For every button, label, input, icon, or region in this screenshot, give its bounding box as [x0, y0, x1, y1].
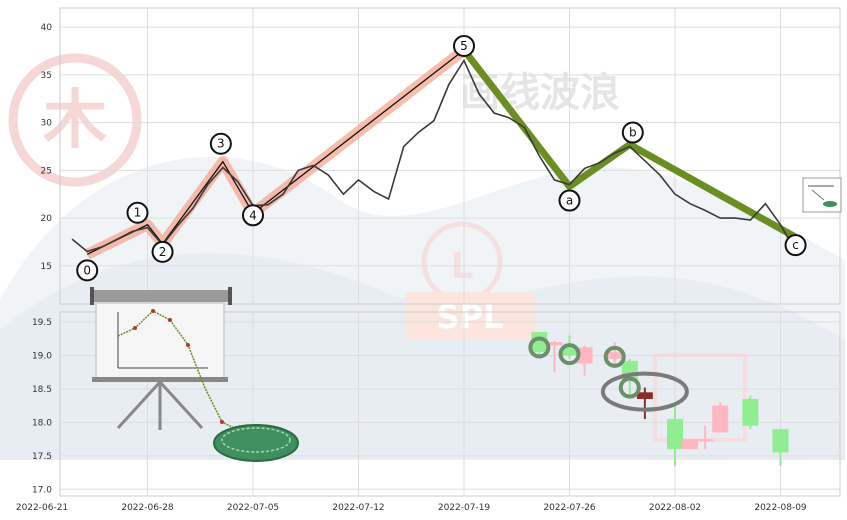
wave-label-a: a: [566, 194, 573, 208]
wave-label-2: 2: [159, 245, 167, 259]
money-coin-icon: [213, 424, 299, 462]
x-tick-label: 2022-08-02: [649, 503, 701, 513]
wave-label-circle: [242, 204, 264, 227]
candle-body-7: [667, 419, 683, 450]
wave-label-0: 0: [83, 263, 91, 277]
top-panel-grid: [60, 8, 840, 304]
top-y-tick-label: 40: [41, 23, 53, 33]
candle-body-3: [576, 347, 593, 364]
wave-label-circle: [209, 132, 232, 155]
candle-markers: [528, 336, 689, 412]
x-tick-label: 2022-07-26: [543, 503, 596, 513]
x-tick-label: 2022-07-05: [227, 503, 279, 513]
candle-body-1: [546, 342, 563, 346]
candle-body-10: [712, 405, 729, 433]
marker-ring-0: [528, 336, 551, 359]
x-tick-label: 2022-06-21: [16, 503, 68, 513]
candle-body-2: [561, 347, 578, 356]
wave-label-circle: [151, 240, 174, 263]
wave-label-circle: [558, 189, 581, 212]
top-y-tick-label: 30: [41, 119, 53, 129]
candle-body-6: [636, 392, 653, 399]
x-tick-label: 2022-07-12: [332, 503, 384, 513]
correction-wave-line: [461, 47, 798, 241]
candle-body-12: [772, 429, 789, 453]
price-series-line: [71, 58, 797, 253]
bottom-y-ticks: 17.0 17.5 18.0 18.5 19.0 19.5: [32, 318, 52, 495]
top-y-tick-label: 25: [41, 166, 52, 176]
x-tick-label: 2022-08-09: [754, 503, 807, 513]
bottom-panel-frame: [59, 311, 841, 497]
price-line: [71, 58, 797, 253]
svg-text:木: 木: [43, 84, 107, 158]
wave-label-3: 3: [217, 137, 225, 151]
top-y-tick-label: 15: [41, 262, 52, 272]
wave-label-circle: [784, 234, 807, 257]
bottom-y-tick-label: 19.5: [32, 318, 52, 328]
marker-ellipse-4: [600, 371, 689, 412]
mini-chart-thumbnail-icon: [802, 177, 842, 213]
wave-label-circle: [621, 121, 644, 144]
x-tick-label: 2022-07-19: [438, 503, 491, 513]
top-panel-frame: [59, 7, 841, 305]
bottom-y-tick-label: 19.0: [32, 351, 52, 361]
marker-ring-2: [603, 345, 626, 368]
top-y-tick-label: 20: [41, 214, 53, 224]
candle-body-0: [531, 332, 548, 353]
x-ticks: 2022-06-21 2022-06-28 2022-07-05 2022-07-12…: [16, 503, 807, 513]
top-y-ticks: 15 20 25 30 35 40: [41, 23, 53, 272]
wave-label-c: c: [792, 238, 799, 252]
wave-label-5: 5: [460, 39, 468, 53]
candle-body-4: [606, 352, 623, 359]
marker-ring-1: [558, 343, 581, 366]
watermark-badge-top: L: [451, 246, 474, 287]
wave-label-circle: [76, 259, 99, 282]
bottom-y-tick-label: 18.0: [32, 418, 52, 428]
wave-label-circle: [126, 201, 149, 224]
wave-label-1: 1: [134, 206, 142, 220]
marker-ring-3: [618, 376, 641, 399]
bottom-y-tick-label: 18.5: [32, 385, 52, 395]
wave-labels: 0 1 2 3 4 5 a b c: [76, 35, 807, 282]
candle-body-8: [682, 439, 699, 450]
wave-label-circle: [453, 35, 475, 58]
x-tick-label: 2022-06-28: [121, 503, 174, 513]
wave-label-4: 4: [249, 208, 257, 222]
bottom-y-tick-label: 17.0: [32, 485, 52, 495]
candle-body-11: [742, 398, 759, 426]
top-y-tick-label: 35: [41, 71, 52, 81]
bottom-y-tick-label: 17.5: [32, 452, 52, 462]
watermark: 木 画线波浪 L SPL: [0, 53, 845, 460]
wave-label-b: b: [629, 126, 637, 140]
presentation-board-icon: [90, 287, 243, 433]
candle-body-9: [697, 439, 714, 442]
